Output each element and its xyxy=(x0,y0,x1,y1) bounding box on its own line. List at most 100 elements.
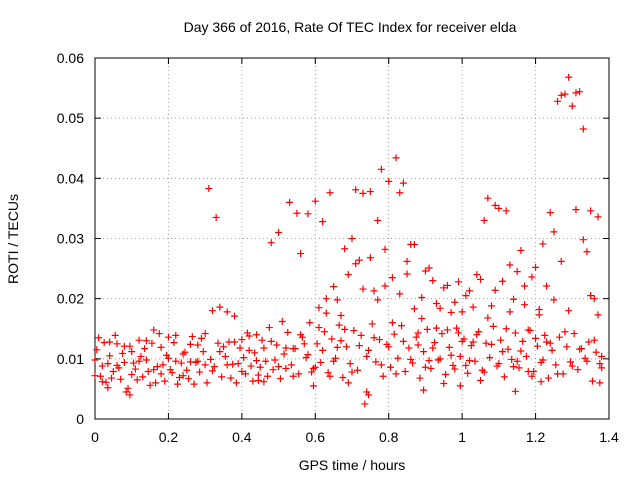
data-point-marker xyxy=(331,354,339,362)
x-tick-label: 0.4 xyxy=(232,429,252,445)
data-point-marker xyxy=(454,278,462,286)
data-point-marker xyxy=(216,348,224,356)
data-point-marker xyxy=(513,357,521,365)
data-point-marker xyxy=(295,370,303,378)
data-point-marker xyxy=(465,357,473,365)
data-point-marker xyxy=(146,381,154,389)
data-point-marker xyxy=(436,355,444,363)
data-point-marker xyxy=(359,285,367,293)
data-point-marker xyxy=(451,298,459,306)
data-point-marker xyxy=(262,357,270,365)
data-point-marker xyxy=(172,331,180,339)
data-point-marker xyxy=(458,337,466,345)
x-tick-label: 1.2 xyxy=(526,429,546,445)
data-point-marker xyxy=(522,352,530,360)
data-point-marker xyxy=(495,204,503,212)
data-point-marker xyxy=(317,358,325,366)
data-point-marker xyxy=(572,206,580,214)
data-point-marker xyxy=(471,357,479,365)
data-point-marker xyxy=(491,286,499,294)
data-point-marker xyxy=(418,315,426,323)
data-point-marker xyxy=(499,348,507,356)
data-point-marker xyxy=(309,364,317,372)
data-point-marker xyxy=(431,339,439,347)
data-point-marker xyxy=(488,340,496,348)
data-point-marker xyxy=(308,368,316,376)
data-point-marker xyxy=(139,373,147,381)
data-point-marker xyxy=(363,352,371,360)
data-point-marker xyxy=(464,369,472,377)
data-point-marker xyxy=(93,346,101,354)
data-point-marker xyxy=(214,339,222,347)
data-point-marker xyxy=(409,359,417,367)
data-point-marker xyxy=(144,367,152,375)
data-point-marker xyxy=(137,352,145,360)
data-point-marker xyxy=(368,320,376,328)
data-point-marker xyxy=(473,331,481,339)
data-point-marker xyxy=(570,330,578,338)
data-point-marker xyxy=(410,241,418,249)
data-point-marker xyxy=(445,343,453,351)
data-point-marker xyxy=(484,194,492,202)
data-point-marker xyxy=(104,384,112,392)
data-point-marker xyxy=(548,346,556,354)
data-point-marker xyxy=(306,319,314,327)
data-point-marker xyxy=(260,344,268,352)
data-point-marker xyxy=(284,328,292,336)
data-point-marker xyxy=(344,271,352,279)
data-point-marker xyxy=(352,260,360,268)
data-point-marker xyxy=(423,325,431,333)
data-point-marker xyxy=(532,334,540,342)
data-point-marker xyxy=(405,344,413,352)
data-point-marker xyxy=(576,88,584,96)
data-point-marker xyxy=(462,292,470,300)
data-point-marker xyxy=(304,351,312,359)
y-tick-label: 0.03 xyxy=(57,231,84,247)
data-point-marker xyxy=(293,209,301,217)
data-point-marker xyxy=(208,367,216,375)
data-point-marker xyxy=(588,377,596,385)
data-point-marker xyxy=(480,368,488,376)
data-point-marker xyxy=(478,366,486,374)
data-point-marker xyxy=(587,292,595,300)
data-point-marker xyxy=(401,367,409,375)
data-point-marker xyxy=(242,370,250,378)
data-point-marker xyxy=(390,330,398,338)
data-point-marker xyxy=(128,348,136,356)
data-point-marker xyxy=(533,342,541,350)
data-point-marker xyxy=(282,344,290,352)
x-tick-label: 0.6 xyxy=(306,429,326,445)
data-point-marker xyxy=(432,324,440,332)
data-point-marker xyxy=(385,177,393,185)
data-point-marker xyxy=(341,245,349,253)
data-point-marker xyxy=(174,380,182,388)
data-point-marker xyxy=(596,379,604,387)
data-point-marker xyxy=(497,336,505,344)
data-point-marker xyxy=(456,382,464,390)
data-point-marker xyxy=(280,350,288,358)
data-point-marker xyxy=(579,236,587,244)
data-point-marker xyxy=(357,331,365,339)
data-point-marker xyxy=(480,216,488,224)
data-point-marker xyxy=(287,361,295,369)
data-point-marker xyxy=(212,213,220,221)
y-tick-label: 0.06 xyxy=(57,50,84,66)
data-point-marker xyxy=(100,339,108,347)
data-point-marker xyxy=(546,339,554,347)
x-tick-label: 1 xyxy=(458,429,466,445)
data-point-marker xyxy=(377,361,385,369)
data-point-marker xyxy=(109,367,117,375)
data-point-marker xyxy=(499,277,507,285)
data-point-marker xyxy=(337,337,345,345)
data-point-marker xyxy=(517,347,525,355)
data-point-marker xyxy=(95,334,103,342)
data-point-marker xyxy=(216,303,224,311)
data-point-marker xyxy=(399,179,407,187)
data-point-marker xyxy=(495,360,503,368)
data-point-marker xyxy=(253,357,261,365)
data-point-marker xyxy=(477,275,484,283)
data-point-marker xyxy=(572,89,580,97)
data-point-marker xyxy=(271,356,279,364)
data-point-marker xyxy=(218,373,226,381)
data-point-marker xyxy=(291,345,299,353)
